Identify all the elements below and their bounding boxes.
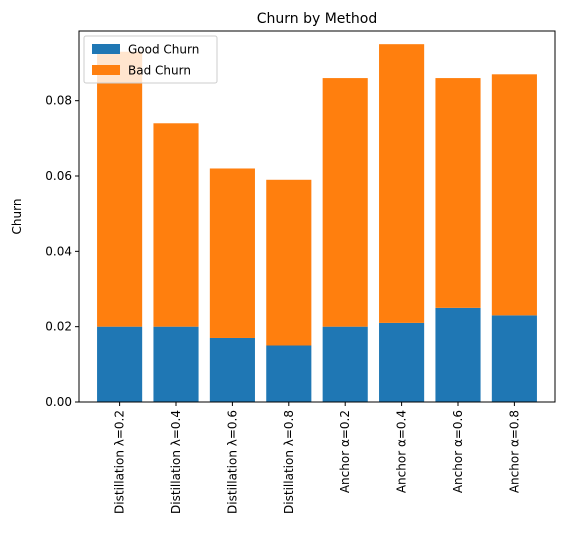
x-tick-label: Anchor α=0.4 [395,410,409,493]
y-axis-ticks: 0.00 0.02 0.04 0.06 0.08 [45,94,79,409]
x-axis-ticks: Distillation λ=0.2 Distillation λ=0.4 Dist… [113,402,521,514]
y-tick-label: 0.08 [45,94,72,108]
legend: Good Churn Bad Churn [83,35,218,84]
bar-bad-churn-3 [266,179,312,346]
axes-layer [78,30,556,403]
bar-bad-churn-2 [209,168,255,338]
bar-good-churn-1 [153,326,199,402]
bars-layer [97,44,537,402]
y-tick-label: 0.04 [45,244,72,258]
y-tick-label: 0.00 [45,395,72,409]
chart-title: Churn by Method [257,11,377,27]
legend-label-good-churn: Good Churn [128,43,199,57]
legend-label-bad-churn: Bad Churn [128,64,191,78]
plot-frame [78,30,556,403]
bar-bad-churn-1 [153,123,199,327]
bar-good-churn-5 [379,322,425,402]
y-tick-label: 0.02 [45,320,72,334]
x-tick-label: Distillation λ=0.8 [282,410,296,514]
legend-swatch-good-churn [92,44,120,54]
bar-good-churn-4 [322,326,368,402]
bar-bad-churn-0 [97,51,143,327]
bar-bad-churn-5 [379,44,425,323]
bar-bad-churn-6 [435,78,481,308]
bar-good-churn-2 [209,337,255,402]
x-tick-label: Anchor α=0.2 [338,410,352,493]
x-tick-label: Anchor α=0.6 [451,410,465,493]
x-tick-label: Distillation λ=0.4 [169,410,183,514]
bar-good-churn-6 [435,307,481,402]
bar-good-churn-3 [266,345,312,402]
x-tick-label: Distillation λ=0.2 [113,410,127,514]
legend-swatch-bad-churn [92,65,120,75]
x-tick-label: Distillation λ=0.6 [225,410,239,514]
bar-good-churn-7 [491,315,537,402]
y-axis-label: Churn [10,199,24,235]
legend-items: Good Churn Bad Churn [92,43,199,78]
x-tick-label: Anchor α=0.8 [507,410,521,493]
bar-good-churn-0 [97,326,143,402]
bar-bad-churn-4 [322,78,368,327]
y-tick-label: 0.06 [45,169,72,183]
bar-bad-churn-7 [491,74,537,316]
